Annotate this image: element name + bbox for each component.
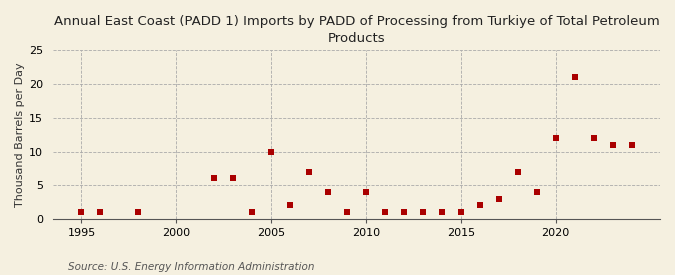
- Point: [626, 142, 637, 147]
- Point: [588, 136, 599, 140]
- Point: [379, 210, 390, 214]
- Point: [342, 210, 352, 214]
- Title: Annual East Coast (PADD 1) Imports by PADD of Processing from Turkiye of Total P: Annual East Coast (PADD 1) Imports by PA…: [53, 15, 659, 45]
- Point: [133, 210, 144, 214]
- Point: [76, 210, 87, 214]
- Point: [323, 190, 333, 194]
- Point: [95, 210, 106, 214]
- Point: [550, 136, 561, 140]
- Point: [512, 170, 523, 174]
- Point: [285, 203, 296, 208]
- Point: [247, 210, 258, 214]
- Point: [475, 203, 485, 208]
- Point: [456, 210, 466, 214]
- Point: [266, 149, 277, 154]
- Point: [209, 176, 219, 181]
- Point: [360, 190, 371, 194]
- Text: Source: U.S. Energy Information Administration: Source: U.S. Energy Information Administ…: [68, 262, 314, 272]
- Point: [228, 176, 239, 181]
- Point: [608, 142, 618, 147]
- Point: [398, 210, 409, 214]
- Point: [569, 75, 580, 79]
- Point: [304, 170, 315, 174]
- Y-axis label: Thousand Barrels per Day: Thousand Barrels per Day: [15, 62, 25, 207]
- Point: [437, 210, 448, 214]
- Point: [493, 197, 504, 201]
- Point: [418, 210, 429, 214]
- Point: [531, 190, 542, 194]
